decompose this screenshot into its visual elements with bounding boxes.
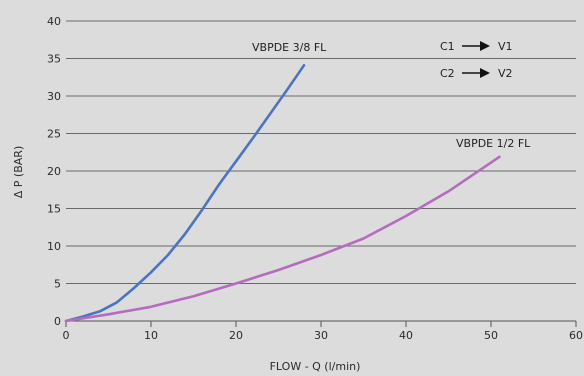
legend-v2-label: V2 (498, 67, 513, 80)
x-tick-label: 40 (399, 329, 413, 342)
y-tick-label: 10 (47, 240, 61, 253)
legend-c2-v2: C2 V2 (440, 67, 513, 80)
arrow-head-icon (480, 41, 490, 51)
x-axis-title: FLOW - Q (l/min) (270, 360, 361, 373)
x-tick-label: 10 (144, 329, 158, 342)
x-tick-label: 50 (484, 329, 498, 342)
x-tick-label: 0 (63, 329, 70, 342)
y-tick-label: 5 (54, 278, 61, 291)
x-tick-label: 30 (314, 329, 328, 342)
series-line-1 (64, 64, 306, 323)
x-tick-label: 20 (229, 329, 243, 342)
legend-c1-v1: C1 V1 (440, 40, 513, 53)
y-axis-title: Δ P (BAR) (12, 146, 25, 198)
y-tick-label: 0 (54, 315, 61, 328)
axis-layer: 0 5 10 15 20 25 30 35 40 0 10 20 30 40 50 60 (47, 15, 583, 342)
series-line-2 (64, 155, 501, 323)
series-label-vbpde-1-2: VBPDE 1/2 FL (456, 137, 531, 150)
grid-layer (66, 20, 576, 284)
y-tick-label: 30 (47, 90, 61, 103)
label-layer: FLOW - Q (l/min) Δ P (BAR) VBPDE 3/8 FL … (12, 40, 531, 373)
y-tick-label: 15 (47, 203, 61, 216)
series-label-vbpde-3-8: VBPDE 3/8 FL (252, 41, 327, 54)
x-tick-label: 60 (569, 329, 583, 342)
legend-c2-label: C2 (440, 67, 455, 80)
legend-c1-label: C1 (440, 40, 455, 53)
y-tick-label: 20 (47, 165, 61, 178)
arrow-head-icon (480, 68, 490, 78)
series-layer (64, 64, 501, 323)
y-tick-label: 25 (47, 128, 61, 141)
y-tick-label: 40 (47, 15, 61, 28)
legend-v1-label: V1 (498, 40, 513, 53)
y-tick-label: 35 (47, 53, 61, 66)
